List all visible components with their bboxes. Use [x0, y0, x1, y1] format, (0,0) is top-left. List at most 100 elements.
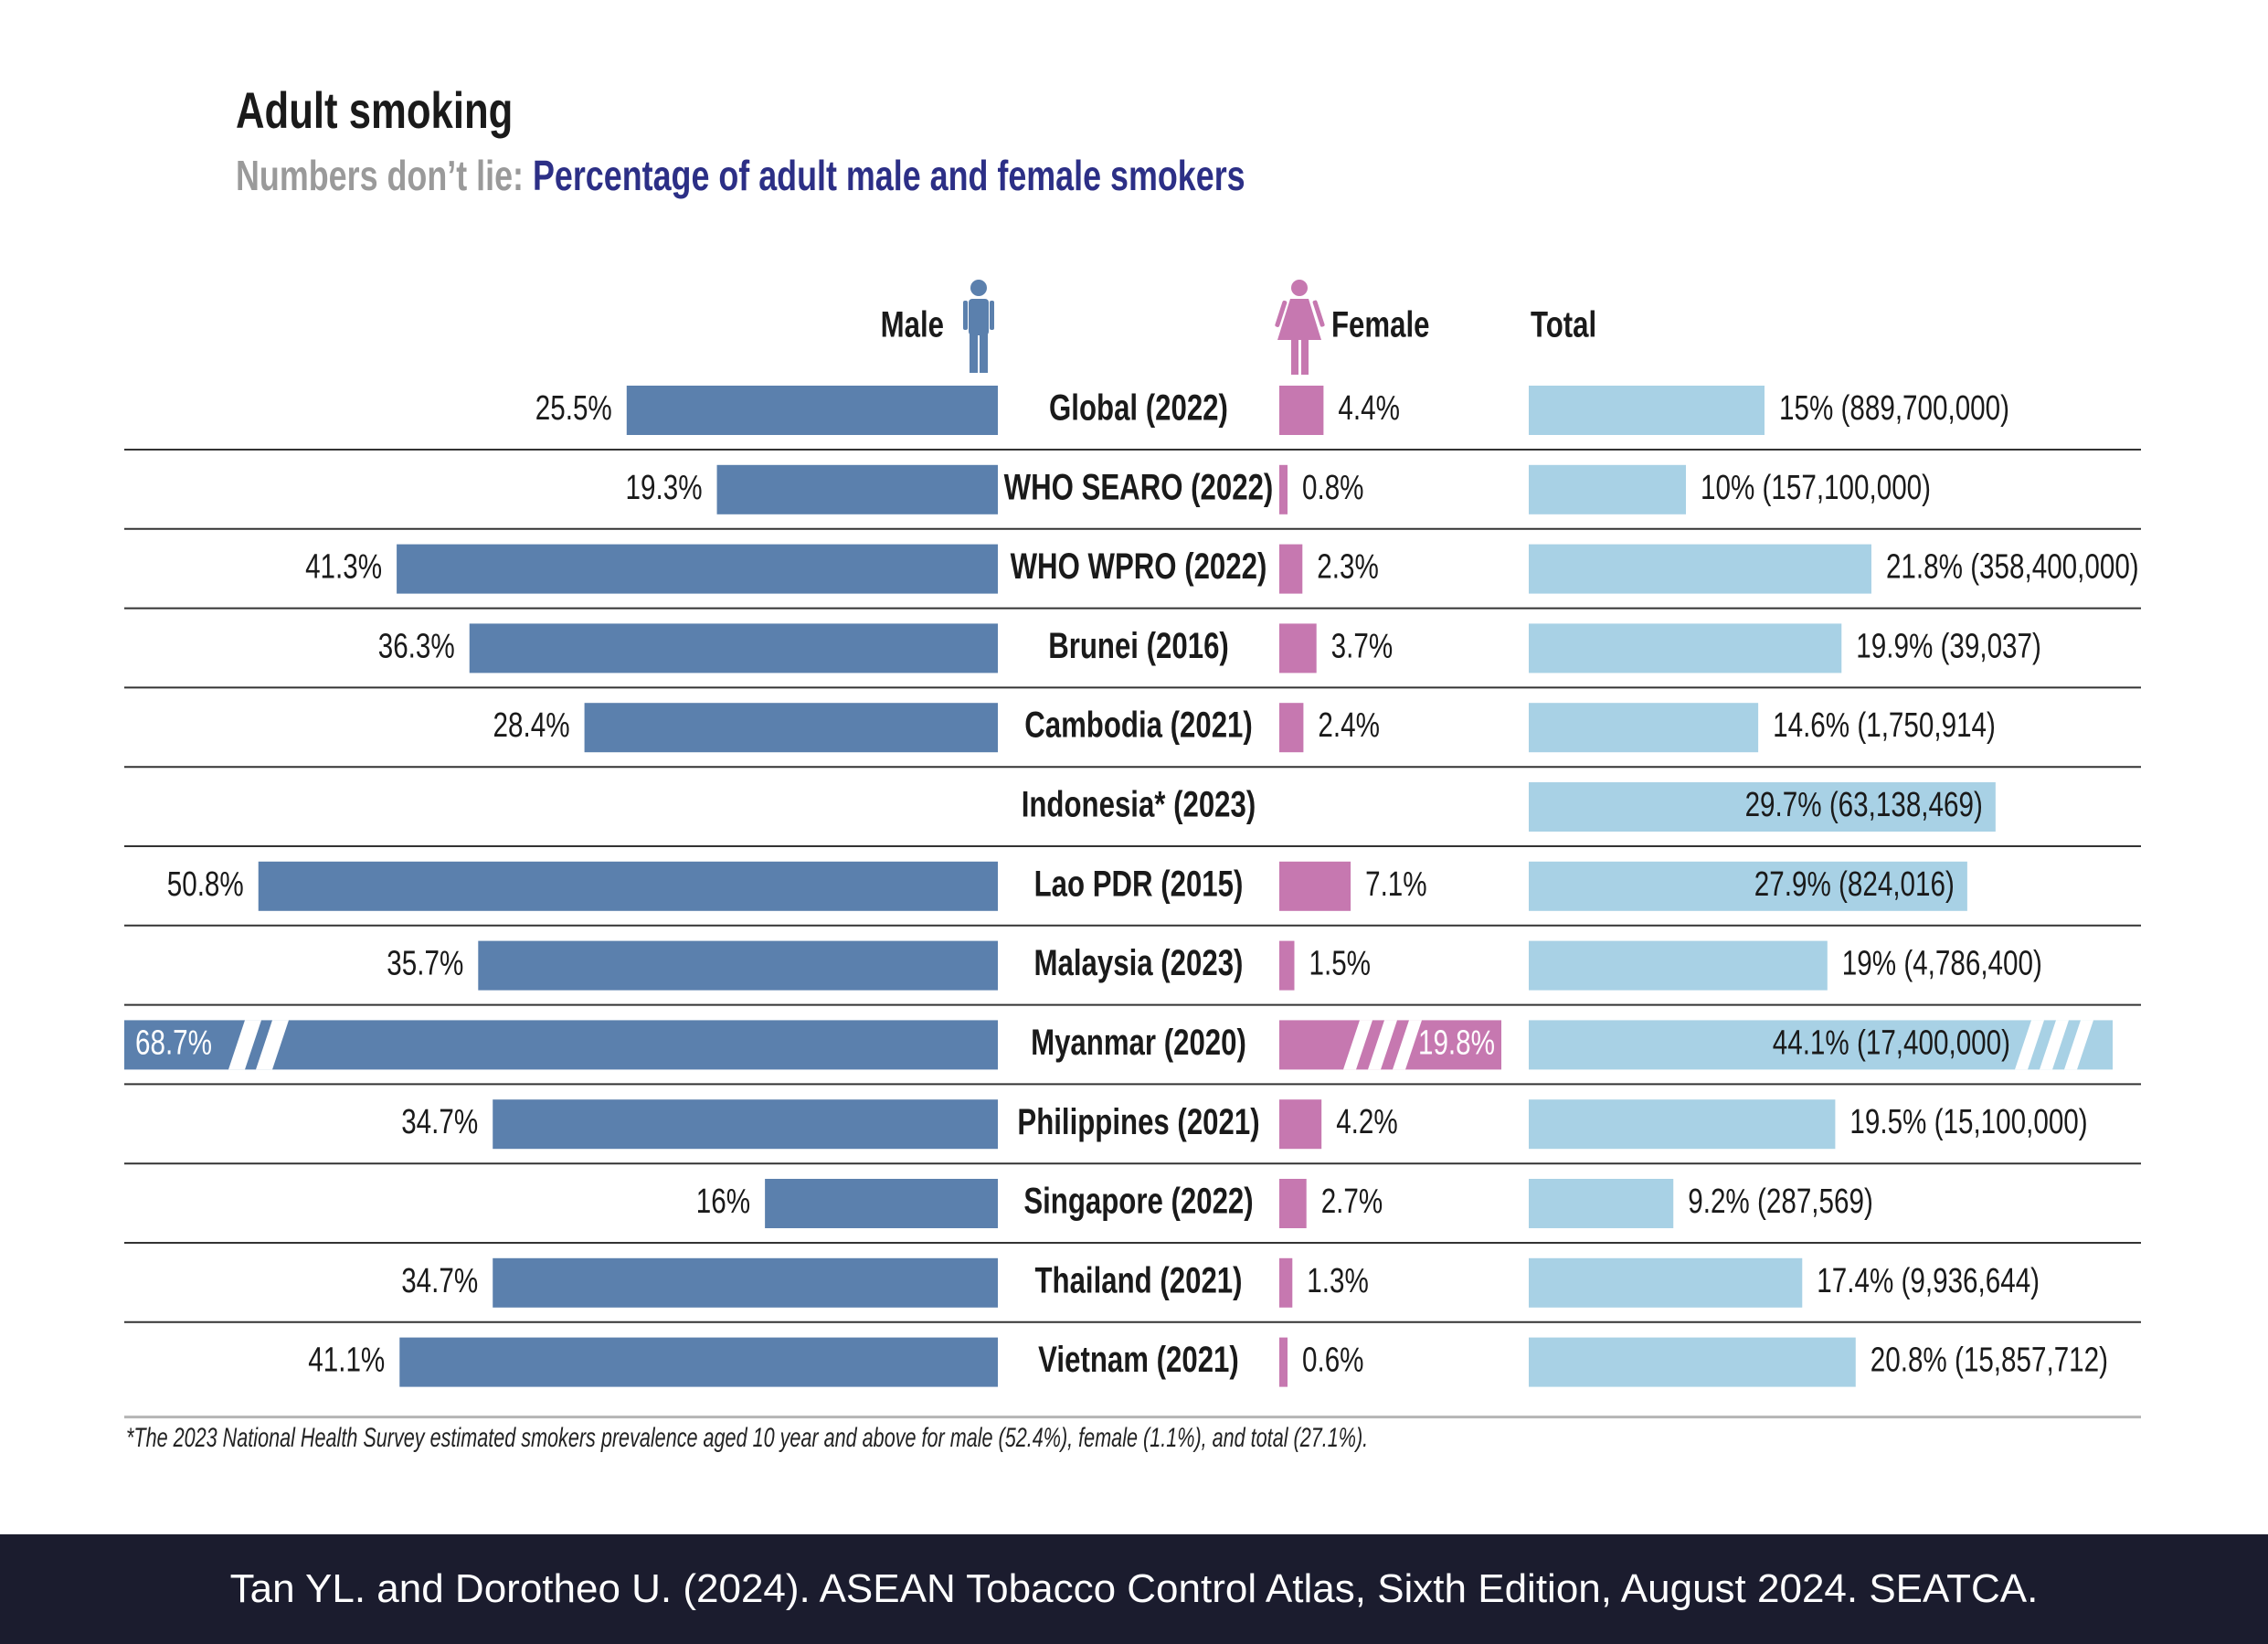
- category-label: Indonesia* (2023): [1022, 784, 1256, 825]
- male-value-label: 41.1%: [308, 1341, 385, 1379]
- female-bar: [1279, 1337, 1288, 1387]
- male-bar: [469, 623, 998, 674]
- male-bar: [493, 1257, 998, 1308]
- female-value-label: 7.1%: [1365, 864, 1427, 903]
- female-icon: [1301, 340, 1309, 375]
- male-value-label: 28.4%: [493, 706, 570, 745]
- total-value-label: 19.5% (15,100,000): [1849, 1103, 2087, 1141]
- male-icon: [969, 299, 989, 335]
- female-value-label: 0.6%: [1302, 1341, 1364, 1379]
- male-bar: [626, 386, 998, 435]
- total-value-label: 17.4% (9,936,644): [1817, 1261, 2040, 1299]
- axis-break-mark: [2040, 1020, 2069, 1070]
- category-label: Philippines (2021): [1017, 1101, 1259, 1142]
- category-label: Vietnam (2021): [1038, 1339, 1239, 1380]
- male-value-label: 68.7%: [135, 1024, 212, 1062]
- female-value-label: 19.8%: [1418, 1024, 1495, 1062]
- male-value-label: 34.7%: [401, 1261, 478, 1299]
- total-value-label: 21.8% (358,400,000): [1886, 547, 2139, 586]
- female-value-label: 0.8%: [1302, 468, 1364, 506]
- female-icon: [1291, 340, 1298, 375]
- male-icon: [970, 280, 987, 296]
- male-bar: [584, 703, 998, 753]
- total-bar: [1529, 464, 1686, 514]
- male-value-label: 19.3%: [626, 468, 703, 506]
- male-value-label: 16%: [696, 1183, 750, 1221]
- category-label: Singapore (2022): [1023, 1181, 1253, 1222]
- total-header: Total: [1531, 304, 1596, 345]
- male-bar: [258, 861, 999, 911]
- female-icon: [1275, 300, 1288, 327]
- male-bar: [478, 940, 998, 991]
- total-bar: [1529, 861, 1967, 911]
- source-citation: Tan YL. and Dorotheo U. (2024). ASEAN To…: [229, 1566, 2039, 1611]
- category-label: Brunei (2016): [1048, 625, 1229, 666]
- male-bar: [397, 544, 998, 594]
- male-value-label: 35.7%: [387, 944, 463, 982]
- female-value-label: 1.5%: [1309, 944, 1372, 982]
- total-value-label: 14.6% (1,750,914): [1773, 706, 1996, 745]
- female-bar: [1279, 940, 1295, 991]
- male-bar: [716, 464, 998, 514]
- male-icon: [990, 301, 994, 330]
- female-bar: [1279, 1179, 1307, 1228]
- total-value-label: 19% (4,786,400): [1842, 944, 2042, 982]
- male-bar: [399, 1337, 999, 1387]
- total-bar: [1529, 1337, 1856, 1387]
- category-label: Cambodia (2021): [1024, 705, 1253, 746]
- total-bar: [1529, 1179, 1674, 1228]
- male-value-label: 34.7%: [401, 1103, 478, 1141]
- category-label: Global (2022): [1049, 387, 1228, 429]
- chart-subtitle: Numbers don’t lie: Percentage of adult m…: [236, 151, 1245, 200]
- source-footer: Tan YL. and Dorotheo U. (2024). ASEAN To…: [0, 1534, 2268, 1644]
- male-icon: [970, 331, 978, 373]
- female-bar: [1279, 703, 1304, 753]
- male-bar: [493, 1099, 998, 1150]
- total-bar: [1529, 703, 1759, 753]
- female-icon: [1312, 300, 1325, 327]
- total-value-label: 20.8% (15,857,712): [1871, 1341, 2108, 1379]
- total-bar: [1529, 1099, 1836, 1150]
- total-bar: [1529, 386, 1765, 435]
- total-bar: [1529, 623, 1842, 674]
- total-value-label: 27.9% (824,016): [1754, 864, 1955, 903]
- axis-break-mark: [1343, 1020, 1372, 1070]
- total-value-label: 44.1% (17,400,000): [1773, 1024, 2010, 1062]
- female-value-label: 2.7%: [1321, 1183, 1383, 1221]
- female-icon: [1277, 299, 1321, 340]
- female-value-label: 4.2%: [1336, 1103, 1398, 1141]
- total-bar: [1529, 544, 1871, 594]
- subtitle-rest: Percentage of adult male and female smok…: [532, 152, 1245, 199]
- category-label: WHO WPRO (2022): [1011, 546, 1267, 587]
- axis-break-mark: [228, 1020, 261, 1070]
- total-value-label: 15% (889,700,000): [1779, 389, 2009, 428]
- female-bar: [1279, 1257, 1293, 1308]
- category-label: Malaysia (2023): [1034, 942, 1244, 983]
- total-value-label: 19.9% (39,037): [1856, 627, 2041, 665]
- footnote: *The 2023 National Health Survey estimat…: [126, 1423, 1369, 1453]
- smoking-chart: Male Female Total Global (2022) 25.5% 4.4% 15%…: [124, 280, 2141, 1419]
- category-label: Myanmar (2020): [1031, 1022, 1246, 1063]
- female-value-label: 2.4%: [1318, 706, 1380, 745]
- female-value-label: 4.4%: [1338, 389, 1400, 428]
- male-bar: [765, 1179, 998, 1228]
- total-bar: [1529, 940, 1828, 991]
- total-value-label: 10% (157,100,000): [1701, 468, 1931, 506]
- male-icon: [980, 331, 988, 373]
- subtitle-lead: Numbers don’t lie:: [236, 152, 524, 199]
- axis-break-mark: [2064, 1020, 2093, 1070]
- axis-break-mark: [2015, 1020, 2044, 1070]
- total-bar: [1529, 1020, 2113, 1070]
- female-bar: [1279, 1099, 1322, 1150]
- female-header: Female: [1331, 304, 1430, 345]
- chart-title: Adult smoking: [236, 81, 514, 139]
- male-value-label: 36.3%: [378, 627, 455, 665]
- axis-break-mark: [1368, 1020, 1397, 1070]
- male-header: Male: [881, 304, 944, 345]
- female-bar: [1279, 464, 1288, 514]
- category-label: WHO SEARO (2022): [1004, 467, 1274, 508]
- female-bar: [1279, 861, 1351, 911]
- female-value-label: 1.3%: [1307, 1261, 1369, 1299]
- male-value-label: 41.3%: [305, 547, 382, 586]
- female-icon: [1291, 280, 1308, 296]
